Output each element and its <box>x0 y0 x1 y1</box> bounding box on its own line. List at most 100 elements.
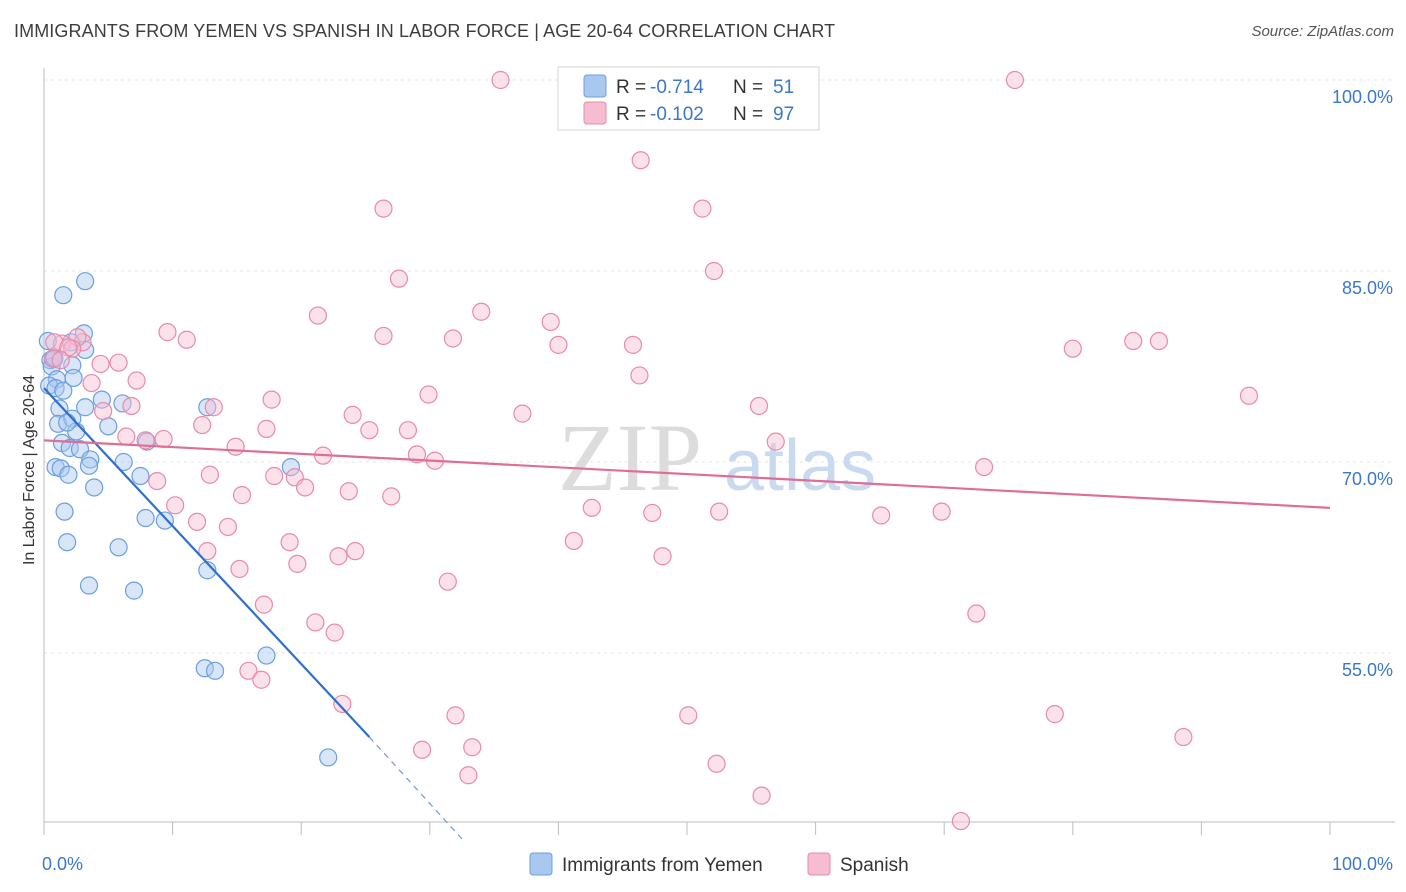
spanish-point-14 <box>443 329 463 348</box>
spanish-point-40 <box>43 349 63 368</box>
x-tick-left: 0.0% <box>42 854 83 874</box>
yemen-point-45 <box>64 368 83 388</box>
spanish-point-29 <box>193 415 212 435</box>
spanish-point-67 <box>166 496 185 515</box>
legend-r-value-spanish: -0.102 <box>650 104 704 125</box>
spanish-point-65 <box>872 506 891 525</box>
yemen-point-37 <box>281 457 301 477</box>
y-tick-label-2: 70.0% <box>1342 469 1393 489</box>
spanish-point-19 <box>630 366 649 385</box>
legend-r-value-yemen: -0.714 <box>650 77 704 98</box>
spanish-point-91 <box>707 754 726 773</box>
spanish-point-0 <box>491 70 510 90</box>
yemen-point-48 <box>257 646 276 665</box>
spanish-point-8 <box>308 306 328 325</box>
yemen-point-28 <box>198 398 217 417</box>
spanish-point-95 <box>1174 727 1193 747</box>
spanish-point-66 <box>932 502 951 521</box>
spanish-point-60 <box>339 482 358 501</box>
spanish-point-76 <box>230 559 249 579</box>
spanish-point-96 <box>623 335 643 354</box>
yemen-point-23 <box>59 465 78 484</box>
bottom-legend-label-spanish: Spanish <box>840 855 909 876</box>
spanish-point-32 <box>91 354 110 374</box>
spanish-point-94 <box>951 811 971 831</box>
spanish-point-34 <box>73 333 92 352</box>
spanish-point-77 <box>288 554 307 573</box>
spanish-point-90 <box>463 738 482 757</box>
spanish-point-23 <box>204 398 223 417</box>
spanish-point-89 <box>412 740 432 759</box>
spanish-point-26 <box>343 405 362 424</box>
spanish-point-21 <box>262 390 281 409</box>
yemen-point-12 <box>76 398 95 417</box>
spanish-point-18 <box>1149 331 1169 351</box>
spanish-point-69 <box>218 517 237 537</box>
yemen-point-33 <box>109 538 128 557</box>
spanish-point-13 <box>374 326 393 346</box>
chart-title: IMMIGRANTS FROM YEMEN VS SPANISH IN LABO… <box>14 21 836 41</box>
spanish-point-25 <box>94 401 113 421</box>
gridlines <box>44 79 1395 654</box>
axes <box>43 68 1395 835</box>
spanish-point-63 <box>643 503 662 523</box>
spanish-point-42 <box>117 427 136 446</box>
spanish-point-84 <box>252 670 271 689</box>
spanish-point-11 <box>158 323 177 342</box>
yemen-point-19 <box>81 450 100 469</box>
spanish-point-1 <box>1005 70 1025 90</box>
trendline-yemen <box>43 387 371 738</box>
spanish-point-86 <box>446 706 465 725</box>
spanish-point-72 <box>346 542 365 561</box>
yemen-point-34 <box>79 576 99 595</box>
spanish-point-83 <box>239 661 258 680</box>
yemen-point-8 <box>54 381 73 400</box>
trendline-yemen-extension <box>368 736 463 840</box>
spanish-point-46 <box>257 419 276 438</box>
yemen-point-24 <box>85 478 104 497</box>
spanish-point-74 <box>653 547 672 566</box>
spanish-point-80 <box>306 613 325 632</box>
legend-swatch-spanish <box>583 101 607 125</box>
stats-legend: R = -0.714 N = 51 R = -0.102 N = 97 <box>557 66 820 131</box>
yemen-point-38 <box>54 286 73 305</box>
watermark-zip: ZIP <box>558 404 702 511</box>
yemen-point-32 <box>155 511 174 530</box>
y-tick-labels: 100.0% 85.0% 70.0% 55.0% <box>1332 87 1393 680</box>
spanish-point-81 <box>325 623 344 642</box>
trendline-spanish <box>43 439 1331 509</box>
yemen-point-50 <box>58 413 77 432</box>
y-tick-label-3: 55.0% <box>1342 660 1393 680</box>
spanish-point-31 <box>109 353 128 372</box>
bottom-legend-swatch-spanish <box>807 852 831 876</box>
spanish-point-79 <box>254 595 274 614</box>
spanish-point-73 <box>564 531 583 551</box>
spanish-point-58 <box>295 478 315 497</box>
spanish-point-93 <box>752 786 771 805</box>
spanish-point-28 <box>749 396 769 416</box>
yemen-point-26 <box>131 466 150 486</box>
bottom-legend-swatch-yemen <box>529 852 553 876</box>
x-tick-right: 100.0% <box>1332 854 1393 874</box>
yemen-point-31 <box>136 508 155 528</box>
spanish-point-75 <box>198 542 217 561</box>
legend-r-label-yemen: R = <box>616 77 646 98</box>
spanish-point-24 <box>122 396 141 416</box>
spanish-point-85 <box>333 694 352 714</box>
spanish-point-48 <box>360 421 379 440</box>
spanish-point-59 <box>232 486 252 505</box>
yemen-point-15 <box>99 417 118 436</box>
yemen-point-49 <box>319 748 338 767</box>
spanish-point-3 <box>631 151 650 170</box>
y-tick-label-1: 85.0% <box>1342 278 1393 298</box>
spanish-point-68 <box>187 512 207 531</box>
legend-swatch-yemen <box>583 74 607 98</box>
spanish-point-44 <box>154 429 173 449</box>
spanish-point-87 <box>679 706 698 725</box>
spanish-point-41 <box>51 351 70 370</box>
yemen-point-27 <box>114 452 133 472</box>
spanish-point-53 <box>974 457 994 477</box>
spanish-point-71 <box>329 547 348 566</box>
spanish-point-55 <box>200 465 219 484</box>
